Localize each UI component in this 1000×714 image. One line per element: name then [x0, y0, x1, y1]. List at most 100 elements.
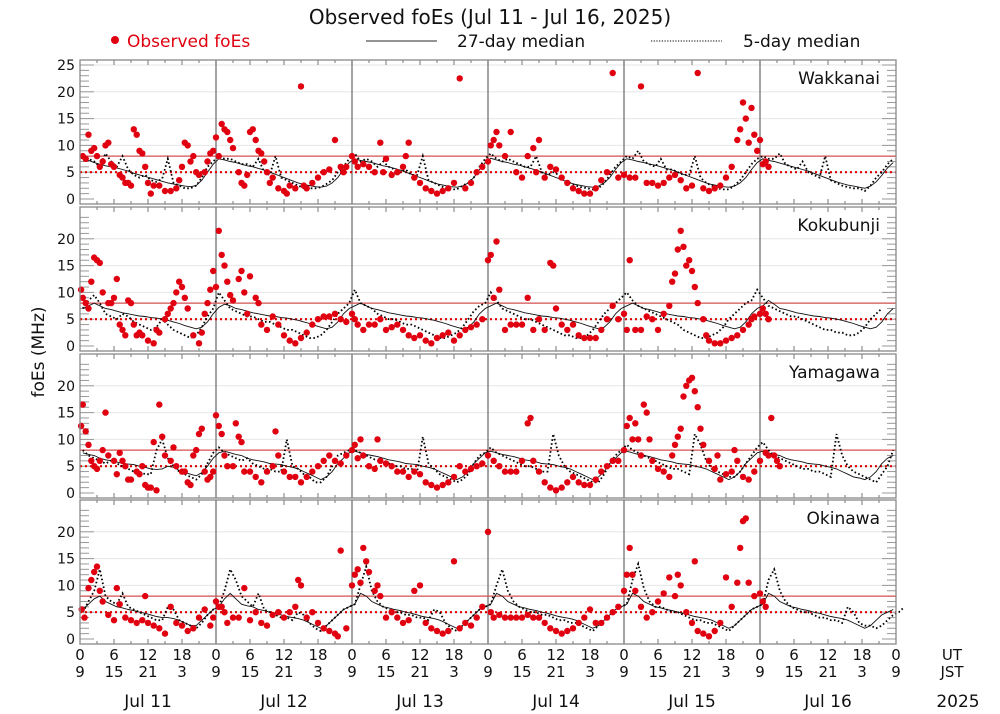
panel-frame	[79, 59, 897, 205]
observed-point	[490, 614, 497, 621]
observed-point	[91, 144, 98, 152]
y-tick-label: 10	[57, 285, 75, 301]
observed-point	[445, 479, 452, 486]
observed-point	[235, 433, 242, 440]
observed-point	[275, 185, 282, 192]
observed-point	[552, 487, 560, 494]
observed-point	[326, 166, 333, 173]
observed-point	[501, 152, 509, 160]
observed-point	[518, 457, 526, 464]
station-label: Kokubunji	[797, 216, 880, 236]
observed-point	[626, 414, 633, 422]
observed-point	[405, 332, 412, 339]
observed-point	[592, 476, 599, 483]
observed-point	[484, 158, 492, 165]
observed-point	[734, 332, 741, 339]
y-tick-label: 15	[57, 259, 75, 275]
x-tick-label-ut: 6	[109, 646, 119, 664]
x-tick-label-ut: 6	[653, 646, 663, 664]
observed-point	[592, 334, 599, 342]
observed-point	[210, 614, 217, 621]
y-tick-label: 20	[57, 85, 75, 101]
observed-point	[173, 463, 180, 470]
x-tick-label-jst: 21	[818, 663, 837, 681]
observed-point	[547, 163, 554, 170]
median27-line	[82, 450, 894, 481]
observed-point	[575, 479, 582, 486]
observed-point	[541, 479, 548, 486]
observed-point	[99, 598, 106, 605]
observed-point	[119, 174, 126, 181]
observed-point	[263, 468, 271, 475]
observed-point	[620, 310, 628, 317]
x-tick-label-ut: 6	[245, 646, 255, 664]
observed-point	[637, 452, 645, 459]
observed-point	[303, 185, 310, 192]
observed-point	[275, 609, 282, 616]
observed-point	[598, 177, 605, 184]
observed-point	[292, 185, 299, 192]
observed-point	[754, 147, 761, 154]
x-tick-label-jst: 3	[585, 663, 595, 681]
observed-point	[688, 374, 696, 381]
x-tick-label-ut: 18	[852, 646, 871, 664]
observed-point	[224, 619, 231, 627]
observed-point	[581, 614, 588, 621]
observed-point	[190, 332, 197, 339]
observed-point	[309, 609, 316, 616]
observed-point	[246, 468, 254, 475]
observed-point	[558, 484, 565, 491]
observed-point	[751, 592, 758, 600]
observed-point	[190, 625, 197, 632]
observed-point	[382, 155, 390, 162]
median27-line	[82, 299, 894, 330]
observed-point	[620, 587, 628, 594]
panel-kokubunji: Kokubunji 0 5 10 15 20	[57, 206, 897, 355]
observed-point	[683, 609, 690, 616]
observed-point	[722, 337, 730, 344]
observed-point	[705, 457, 713, 464]
observed-point	[81, 614, 88, 621]
observed-point	[450, 179, 458, 187]
observed-point	[513, 614, 520, 621]
observed-point	[501, 468, 509, 475]
legend-27day-label: 27-day median	[457, 32, 585, 52]
panel-yamagawa: Yamagawa 0 5 10 15 20	[57, 353, 897, 502]
observed-point	[246, 617, 254, 624]
observed-point	[751, 313, 758, 320]
observed-point	[99, 446, 106, 454]
observed-point	[207, 622, 214, 629]
y-tick-label: 15	[57, 552, 75, 568]
observed-point	[581, 481, 588, 489]
y-tick-label: 10	[57, 432, 75, 448]
observed-point	[93, 465, 101, 473]
observed-point	[700, 441, 707, 448]
observed-point	[96, 457, 104, 464]
observed-point	[490, 136, 497, 144]
observed-point	[456, 75, 463, 82]
observed-point	[357, 436, 364, 443]
observed-point	[195, 614, 203, 621]
observed-point	[694, 404, 701, 411]
observed-point	[314, 316, 322, 323]
observed-point	[771, 452, 778, 459]
observed-point	[215, 152, 222, 160]
observed-point	[493, 238, 500, 245]
observed-point	[462, 619, 469, 627]
observed-point	[170, 444, 177, 451]
y-tick-label: 5	[66, 605, 75, 621]
x-tick-label-jst: 9	[75, 663, 85, 681]
x-tick-label-ut: 12	[138, 646, 157, 664]
observed-point	[745, 321, 752, 328]
observed-point	[765, 452, 772, 459]
observed-point	[737, 544, 744, 552]
observed-point	[660, 468, 667, 475]
observed-point	[326, 627, 333, 635]
observed-point	[411, 174, 418, 181]
y-tick-label: 0	[66, 192, 75, 208]
observed-point	[181, 468, 188, 475]
observed-point	[445, 185, 452, 192]
observed-point	[207, 473, 214, 481]
observed-point	[371, 465, 378, 473]
observed-point	[167, 603, 174, 610]
